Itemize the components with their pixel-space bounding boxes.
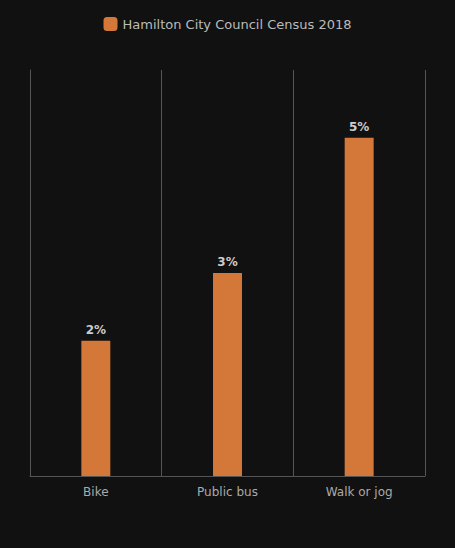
svg-text:3%: 3%	[217, 255, 237, 269]
svg-text:2%: 2%	[86, 323, 106, 337]
svg-text:Walk or jog: Walk or jog	[326, 485, 393, 499]
svg-text:Bike: Bike	[83, 485, 108, 499]
svg-text:Public bus: Public bus	[197, 485, 258, 499]
svg-text:Hamilton City Council Census 2: Hamilton City Council Census 2018	[123, 17, 352, 32]
svg-text:5%: 5%	[349, 120, 369, 134]
